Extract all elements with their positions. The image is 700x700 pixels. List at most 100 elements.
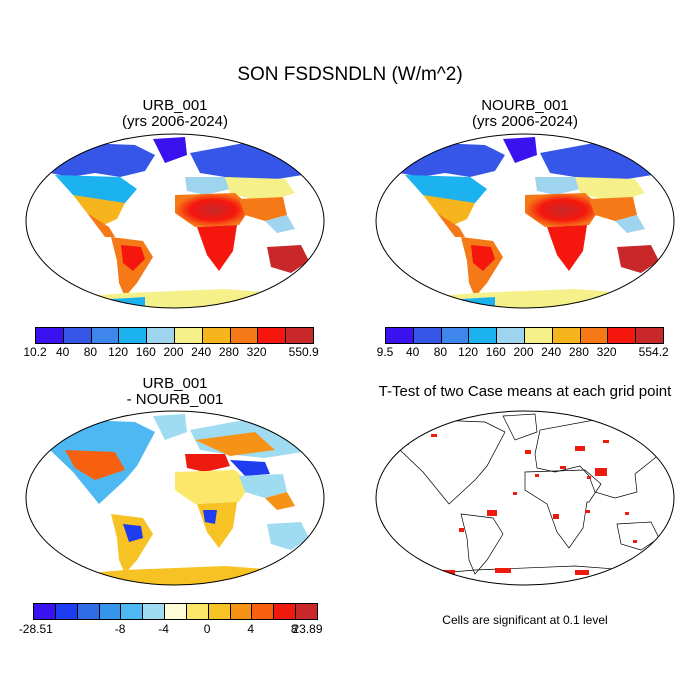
colorbar-tick-label: 80 bbox=[433, 345, 448, 359]
colorbar-swatch bbox=[552, 328, 581, 343]
significance-cells bbox=[405, 428, 655, 580]
colorbar-swatch bbox=[186, 604, 209, 619]
panel-nourb-years: (yrs 2006-2024) bbox=[472, 113, 578, 130]
colorbar-swatch bbox=[91, 328, 120, 343]
colorbar-tick-label: 40 bbox=[56, 345, 70, 359]
greenland bbox=[153, 414, 187, 440]
africa-south bbox=[197, 502, 237, 548]
colorbar-tick-label: 240 bbox=[541, 345, 562, 359]
asia-mid bbox=[575, 177, 645, 203]
colorbar-swatch bbox=[413, 328, 442, 343]
colorbar-tick-label: 23.89 bbox=[292, 622, 323, 636]
panel-ttest-title: T-Test of two Case means at each grid po… bbox=[378, 383, 672, 400]
colorbar-urb-ticks: 10.2 40 80 120 160 200 240 280 320 550.9 bbox=[23, 345, 318, 361]
antarctica-edge bbox=[385, 297, 495, 308]
colorbar-swatch bbox=[230, 604, 253, 619]
colorbar-tick-label: 10.2 bbox=[23, 345, 47, 359]
asia-south bbox=[239, 197, 287, 221]
south-america-core bbox=[471, 245, 495, 271]
eurasia-warm bbox=[195, 432, 275, 456]
colorbar-swatch bbox=[286, 328, 313, 343]
north-america-south bbox=[73, 195, 125, 227]
colorbar-swatch bbox=[230, 328, 259, 343]
panel-urb-title: URB_001 (yrs 2006-2024) bbox=[25, 98, 325, 130]
colorbar-swatch bbox=[202, 328, 231, 343]
colorbar-swatch bbox=[55, 604, 78, 619]
panel-diff-name: URB_001 bbox=[142, 375, 208, 392]
africa-south bbox=[547, 225, 587, 271]
colorbar-swatch bbox=[469, 328, 498, 343]
antarctica bbox=[35, 566, 315, 585]
antarctica bbox=[35, 289, 315, 308]
colorbar-tick-label: 550.9 bbox=[288, 345, 319, 359]
antarctica bbox=[385, 289, 665, 308]
colorbar-swatch bbox=[34, 604, 56, 619]
colorbar-swatch bbox=[63, 328, 92, 343]
asia-cool bbox=[230, 460, 270, 476]
colorbar-urb bbox=[35, 327, 314, 344]
colorbar-swatch bbox=[121, 604, 144, 619]
colorbar-swatch bbox=[497, 328, 525, 343]
colorbar-swatch bbox=[119, 328, 148, 343]
colorbar-swatch bbox=[524, 328, 553, 343]
colorbar-tick-label: 160 bbox=[485, 345, 506, 359]
colorbar-tick-label: 160 bbox=[135, 345, 156, 359]
colorbar-tick-label: 200 bbox=[513, 345, 534, 359]
colorbar-swatch bbox=[296, 604, 317, 619]
colorbar-tick-label: 9.5 bbox=[376, 345, 394, 359]
panel-diff-title: URB_001 - NOURB_001 bbox=[25, 376, 325, 408]
europe bbox=[535, 177, 580, 195]
africa-cool bbox=[203, 510, 217, 524]
australia bbox=[267, 522, 309, 550]
south-america bbox=[111, 514, 153, 574]
north-america-north bbox=[45, 143, 155, 177]
southeast-asia bbox=[615, 215, 645, 233]
colorbar-nourb-ticks: 9.5 40 80 120 160 200 240 280 320 554.2 bbox=[377, 345, 669, 361]
colorbar-swatch bbox=[36, 328, 64, 343]
africa-south bbox=[197, 225, 237, 271]
panel-diff-subtitle: - NOURB_001 bbox=[126, 391, 224, 408]
north-america-mid bbox=[405, 175, 487, 205]
antarctica-outline bbox=[404, 565, 666, 585]
south-america-cool bbox=[123, 524, 143, 542]
colorbar-tick-label: 40 bbox=[406, 345, 420, 359]
colorbar-tick-label: 0 bbox=[203, 622, 211, 636]
north-america-south bbox=[423, 195, 475, 227]
panel-urb-name: URB_001 bbox=[142, 97, 208, 114]
southeast-asia bbox=[265, 215, 295, 233]
colorbar-swatch bbox=[580, 328, 609, 343]
colorbar-swatch bbox=[252, 604, 275, 619]
asia-south bbox=[239, 474, 287, 498]
australia bbox=[617, 245, 659, 273]
colorbar-swatch bbox=[258, 328, 287, 343]
panel-nourb-name: NOURB_001 bbox=[481, 97, 569, 114]
colorbar-swatch bbox=[99, 604, 122, 619]
colorbar-tick-label: 80 bbox=[83, 345, 98, 359]
greenland-outline bbox=[502, 413, 538, 441]
colorbar-swatch bbox=[147, 328, 175, 343]
colorbar-swatch bbox=[386, 328, 414, 343]
australia-outline bbox=[616, 521, 660, 551]
map-ttest bbox=[375, 410, 675, 586]
colorbar-tick-label: -4 bbox=[158, 622, 169, 636]
greenland bbox=[153, 137, 187, 163]
africa-outline bbox=[524, 469, 602, 549]
south-america-core bbox=[121, 245, 145, 271]
colorbar-swatch bbox=[441, 328, 470, 343]
colorbar-swatch bbox=[174, 328, 203, 343]
europe bbox=[185, 454, 230, 472]
colorbar-swatch bbox=[77, 604, 100, 619]
central-america bbox=[437, 213, 465, 237]
colorbar-swatch bbox=[274, 604, 297, 619]
map-nourb bbox=[375, 133, 675, 309]
north-america-mid bbox=[55, 175, 137, 205]
colorbar-diff bbox=[33, 603, 318, 620]
colorbar-swatch bbox=[143, 604, 166, 619]
colorbar-tick-label: 320 bbox=[596, 345, 617, 359]
colorbar-swatch bbox=[165, 604, 187, 619]
central-america bbox=[87, 213, 115, 237]
panel-nourb-title: NOURB_001 (yrs 2006-2024) bbox=[375, 98, 675, 130]
colorbar-swatch bbox=[208, 604, 231, 619]
australia bbox=[267, 245, 309, 273]
colorbar-tick-label: 120 bbox=[108, 345, 129, 359]
